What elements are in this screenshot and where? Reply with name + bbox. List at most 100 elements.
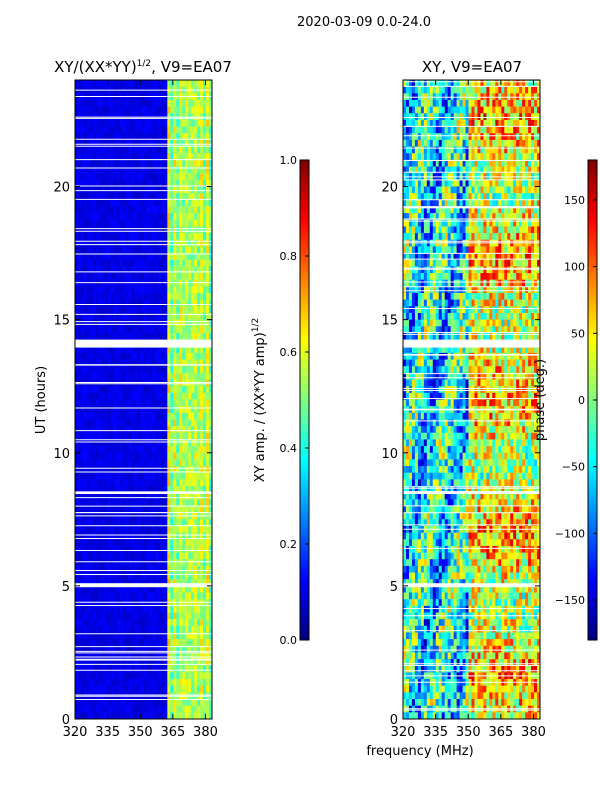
heatmap-cell bbox=[471, 126, 476, 134]
heatmap-cell bbox=[143, 326, 148, 334]
heatmap-cell bbox=[86, 99, 91, 108]
heatmap-cell bbox=[203, 199, 207, 208]
heatmap-cell bbox=[113, 372, 118, 381]
heatmap-cell bbox=[75, 239, 79, 248]
heatmap-cell bbox=[89, 579, 94, 587]
heatmap-cell bbox=[203, 605, 207, 614]
heatmap-cell bbox=[534, 86, 538, 94]
heatmap-cell bbox=[119, 446, 124, 454]
heatmap-cell bbox=[423, 113, 428, 121]
heatmap-cell bbox=[173, 279, 177, 287]
heatmap-cell bbox=[185, 392, 189, 401]
heatmap-cell bbox=[131, 592, 136, 600]
heatmap-cell bbox=[149, 712, 154, 719]
heatmap-cell bbox=[504, 133, 508, 141]
heatmap-cell bbox=[462, 80, 467, 88]
heatmap-cell bbox=[86, 226, 91, 234]
heatmap-cell bbox=[134, 253, 139, 261]
heatmap-cell bbox=[161, 659, 165, 667]
heatmap-cell bbox=[146, 539, 151, 547]
heatmap-cell bbox=[143, 599, 148, 607]
heatmap-cell bbox=[453, 146, 458, 154]
heatmap-cell bbox=[83, 253, 88, 261]
heatmap-cell bbox=[89, 312, 94, 321]
heatmap-cell bbox=[116, 153, 121, 161]
heatmap-cell bbox=[143, 80, 148, 88]
heatmap-cell bbox=[173, 599, 177, 607]
heatmap-cell bbox=[182, 625, 186, 634]
heatmap-cell bbox=[104, 466, 109, 474]
heatmap-cell bbox=[152, 392, 157, 401]
heatmap-cell bbox=[75, 672, 79, 680]
heatmap-cell bbox=[83, 472, 88, 480]
heatmap-cell bbox=[101, 146, 106, 154]
heatmap-cell bbox=[161, 665, 165, 674]
heatmap-cell bbox=[140, 599, 145, 607]
heatmap-cell bbox=[89, 619, 94, 627]
heatmap-cell bbox=[125, 625, 130, 634]
heatmap-cell bbox=[173, 326, 177, 334]
heatmap-cell bbox=[173, 359, 177, 367]
heatmap-cell bbox=[104, 539, 109, 547]
heatmap-cell bbox=[104, 592, 109, 600]
heatmap-cell bbox=[173, 612, 177, 620]
heatmap-cell bbox=[182, 179, 186, 188]
heatmap-cell bbox=[173, 452, 177, 461]
heatmap-cell bbox=[101, 219, 106, 228]
heatmap-cell bbox=[173, 273, 177, 281]
heatmap-cell bbox=[75, 492, 79, 500]
heatmap-cell bbox=[86, 286, 91, 294]
heatmap-cell bbox=[200, 266, 204, 274]
heatmap-cell bbox=[80, 419, 85, 427]
heatmap-cell bbox=[200, 552, 204, 560]
heatmap-cell bbox=[513, 86, 517, 94]
heatmap-cell bbox=[152, 632, 157, 640]
heatmap-cell bbox=[75, 665, 79, 674]
heatmap-cell bbox=[146, 605, 151, 614]
heatmap-cell bbox=[101, 432, 106, 441]
heatmap-cell bbox=[188, 80, 192, 88]
heatmap-cell bbox=[176, 539, 180, 547]
heatmap-cell bbox=[131, 412, 136, 421]
heatmap-cell bbox=[158, 99, 162, 108]
heatmap-cell bbox=[194, 306, 198, 314]
heatmap-cell bbox=[450, 139, 455, 148]
heatmap-cell bbox=[453, 119, 458, 128]
heatmap-cell bbox=[435, 113, 440, 121]
heatmap-cell bbox=[161, 352, 165, 361]
heatmap-cell bbox=[107, 472, 112, 480]
heatmap-cell bbox=[197, 193, 201, 201]
heatmap-cell bbox=[170, 572, 174, 580]
heatmap-cell bbox=[209, 492, 212, 500]
heatmap-cell bbox=[77, 685, 82, 693]
heatmap-cell bbox=[83, 193, 88, 201]
heatmap-cell bbox=[158, 199, 162, 208]
heatmap-cell bbox=[75, 532, 79, 540]
heatmap-cell bbox=[140, 186, 145, 194]
heatmap-cell bbox=[197, 486, 201, 494]
heatmap-cell bbox=[149, 312, 154, 321]
heatmap-cell bbox=[128, 299, 133, 307]
heatmap-cell bbox=[209, 439, 212, 447]
heatmap-cell bbox=[182, 233, 186, 241]
heatmap-cell bbox=[92, 166, 97, 174]
heatmap-cell bbox=[188, 226, 192, 234]
heatmap-cell bbox=[110, 419, 115, 427]
heatmap-cell bbox=[143, 439, 148, 447]
heatmap-cell bbox=[200, 186, 204, 194]
heatmap-cell bbox=[140, 146, 145, 154]
heatmap-cell bbox=[167, 625, 171, 634]
heatmap-cell bbox=[134, 146, 139, 154]
heatmap-cell bbox=[146, 619, 151, 627]
heatmap-cell bbox=[143, 659, 148, 667]
heatmap-cell bbox=[86, 419, 91, 427]
heatmap-cell bbox=[107, 599, 112, 607]
heatmap-cell bbox=[417, 133, 422, 141]
heatmap-cell bbox=[450, 133, 455, 141]
heatmap-cell bbox=[510, 86, 514, 94]
heatmap-cell bbox=[104, 332, 109, 341]
heatmap-cell bbox=[110, 233, 115, 241]
heatmap-cell bbox=[92, 446, 97, 454]
heatmap-cell bbox=[125, 266, 130, 274]
heatmap-cell bbox=[155, 492, 159, 500]
